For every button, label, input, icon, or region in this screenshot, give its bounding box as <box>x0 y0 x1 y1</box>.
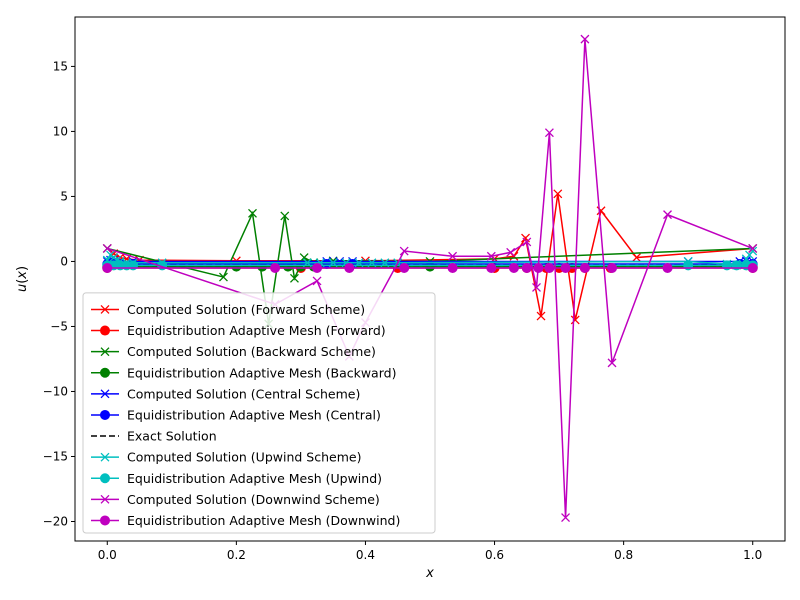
legend-label: Equidistribution Adaptive Mesh (Forward) <box>127 323 386 338</box>
legend: Computed Solution (Forward Scheme) Equidi… <box>82 292 436 534</box>
legend-label: Exact Solution <box>127 429 217 444</box>
legend-label: Equidistribution Adaptive Mesh (Downwind… <box>127 513 400 528</box>
data-point-x-marker <box>248 208 257 218</box>
y-tick-label: 15 <box>53 59 68 73</box>
legend-x-marker <box>100 452 110 462</box>
data-point-x-marker <box>536 311 546 321</box>
legend-entry: Exact Solution <box>91 429 217 444</box>
data-point-circle-marker <box>544 262 555 273</box>
legend-box <box>82 292 436 534</box>
legend-entry: Equidistribution Adaptive Mesh (Downwind… <box>91 513 400 528</box>
series-10 <box>102 262 758 273</box>
y-tick-label: 0 <box>60 254 68 268</box>
data-point-circle-marker <box>270 262 281 273</box>
data-point-circle-marker <box>344 262 355 273</box>
data-point-circle-marker <box>579 262 590 273</box>
legend-entry: Computed Solution (Upwind Scheme) <box>91 450 361 465</box>
legend-label: Computed Solution (Central Scheme) <box>127 386 360 401</box>
legend-circle-marker <box>100 367 110 378</box>
legend-label: Computed Solution (Backward Scheme) <box>127 344 376 359</box>
x-tick-label: 1.0 <box>743 548 762 562</box>
data-point-x-marker <box>570 315 580 325</box>
legend-circle-marker <box>100 325 110 336</box>
data-point-x-marker <box>280 211 290 221</box>
data-point-circle-marker <box>521 262 532 273</box>
y-tick-label: −10 <box>43 384 68 398</box>
data-point-x-marker <box>580 34 590 44</box>
y-ticks: −20 −15 −10 −5 0 5 10 15 <box>43 59 75 528</box>
x-axis-label: x <box>425 566 434 581</box>
data-point-x-marker <box>102 243 112 253</box>
legend-x-marker <box>100 347 110 357</box>
data-point-x-marker <box>506 247 516 257</box>
data-point-circle-marker <box>607 262 618 273</box>
legend-x-marker <box>100 304 110 314</box>
legend-circle-marker <box>100 473 110 484</box>
x-ticks: 0.0 0.2 0.4 0.6 0.8 1.0 <box>98 541 762 562</box>
data-point-circle-marker <box>560 262 571 273</box>
data-point-x-marker <box>289 273 299 283</box>
y-tick-label: 10 <box>53 124 68 138</box>
legend-label: Computed Solution (Downwind Scheme) <box>127 492 380 507</box>
data-point-circle-marker <box>321 259 332 270</box>
legend-circle-marker <box>100 515 110 526</box>
data-point-x-marker <box>486 251 496 261</box>
legend-entry: Computed Solution (Backward Scheme) <box>91 344 376 359</box>
data-point-circle-marker <box>662 262 673 273</box>
data-point-circle-marker <box>747 262 758 273</box>
legend-entry: Equidistribution Adaptive Mesh (Backward… <box>91 365 396 380</box>
data-point-circle-marker <box>508 262 519 273</box>
data-point-x-marker <box>561 513 571 523</box>
legend-circle-marker <box>100 409 110 420</box>
data-point-x-marker <box>663 210 672 220</box>
data-point-circle-marker <box>312 262 323 273</box>
x-tick-label: 0.4 <box>356 548 375 562</box>
y-tick-label: −5 <box>50 319 68 333</box>
data-point-circle-marker <box>447 262 458 273</box>
legend-label: Computed Solution (Upwind Scheme) <box>127 450 361 465</box>
data-point-x-marker <box>748 243 758 253</box>
data-point-x-marker <box>553 189 563 199</box>
x-tick-label: 0.6 <box>485 548 504 562</box>
x-tick-label: 0.2 <box>227 548 246 562</box>
y-axis-label: u(x) <box>15 266 30 292</box>
data-point-circle-marker <box>102 262 113 273</box>
legend-label: Equidistribution Adaptive Mesh (Central) <box>127 407 381 422</box>
legend-entry: Equidistribution Adaptive Mesh (Upwind) <box>91 471 382 486</box>
data-point-circle-marker <box>533 262 544 273</box>
legend-entry: Computed Solution (Forward Scheme) <box>91 302 365 317</box>
data-point-x-marker <box>532 282 541 292</box>
data-point-x-marker <box>748 246 758 256</box>
legend-entry: Computed Solution (Central Scheme) <box>91 386 360 401</box>
legend-label: Computed Solution (Forward Scheme) <box>127 302 365 317</box>
data-point-circle-marker <box>486 262 497 273</box>
y-tick-label: 5 <box>60 189 68 203</box>
data-point-x-marker <box>312 276 322 286</box>
x-tick-label: 0.0 <box>98 548 117 562</box>
data-point-x-marker <box>522 237 532 247</box>
legend-label: Equidistribution Adaptive Mesh (Backward… <box>127 365 396 380</box>
axes-frame <box>74 16 786 542</box>
legend-entry: Computed Solution (Downwind Scheme) <box>91 492 380 507</box>
y-tick-label: −20 <box>43 514 68 528</box>
legend-entry: Equidistribution Adaptive Mesh (Central) <box>91 407 381 422</box>
data-point-x-marker <box>218 272 228 282</box>
series-layer <box>102 34 758 523</box>
legend-x-marker <box>100 389 110 399</box>
x-tick-label: 0.8 <box>614 548 633 562</box>
data-point-x-marker <box>399 246 409 256</box>
data-point-x-marker <box>299 253 309 263</box>
data-point-x-marker <box>607 358 617 368</box>
y-tick-label: −15 <box>43 449 68 463</box>
data-point-circle-marker <box>399 262 410 273</box>
legend-x-marker <box>100 494 110 504</box>
data-point-x-marker <box>448 251 458 261</box>
data-point-x-marker <box>544 128 554 138</box>
legend-entry: Equidistribution Adaptive Mesh (Forward) <box>91 323 386 338</box>
legend-label: Equidistribution Adaptive Mesh (Upwind) <box>127 471 382 486</box>
data-point-x-marker <box>632 253 642 263</box>
